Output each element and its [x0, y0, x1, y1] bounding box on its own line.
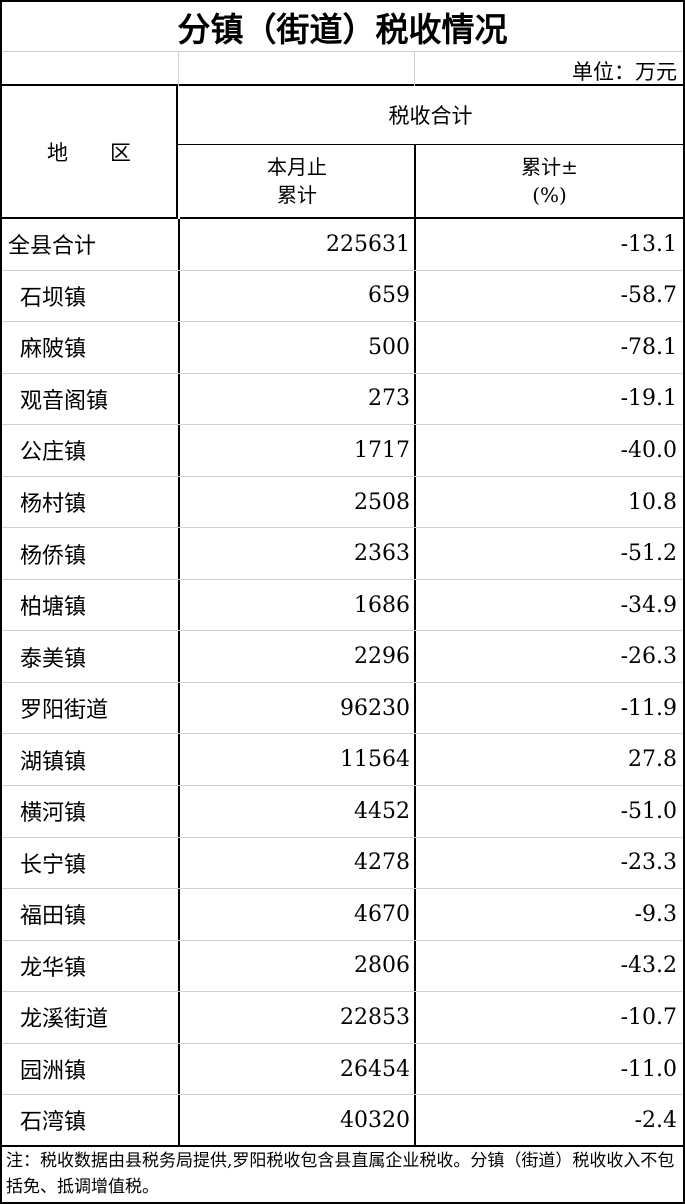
region-name: 园洲镇	[2, 1043, 180, 1095]
change-pct: -23.3	[620, 850, 677, 876]
cumulative-value: 2508	[180, 476, 416, 528]
header-region: 地 区	[2, 86, 178, 219]
table-row: 园洲镇 26454 -11.0	[2, 1043, 683, 1096]
cumulative-value: 659	[180, 270, 416, 322]
table-row: 柏塘镇 1686 -34.9	[2, 579, 683, 632]
table-row: 全县合计 225631 -13.1	[2, 219, 683, 271]
change-pct: -34.9	[620, 592, 677, 618]
cumulative-value: 4452	[180, 786, 416, 837]
change-pct: -58.7	[620, 283, 677, 309]
cumulative-value: 1686	[180, 579, 416, 631]
cumulative-value: 11564	[180, 734, 416, 786]
table-title: 分镇（街道）税收情况	[2, 2, 683, 52]
header-tax-total: 税收合计	[178, 86, 683, 145]
table-row: 公庄镇 1717 -40.0	[2, 425, 683, 477]
region-name: 罗阳街道	[2, 682, 180, 734]
table-row: 泰美镇 2296 -26.3	[2, 631, 683, 683]
table-row: 麻陂镇 500 -78.1	[2, 322, 683, 374]
change-pct: -43.2	[620, 953, 677, 979]
table-row: 观音阁镇 273 -19.1	[2, 373, 683, 426]
region-name: 横河镇	[2, 786, 180, 837]
cumulative-value: 4278	[180, 837, 416, 889]
cumulative-value: 2363	[180, 528, 416, 579]
table-body: 全县合计 225631 -13.1 石坝镇 659 -58.7 麻陂镇 500 -78.1 观音阁…	[2, 219, 683, 1147]
table-row: 龙溪街道 22853 -10.7	[2, 992, 683, 1044]
region-name: 泰美镇	[2, 631, 180, 682]
unit-row: 单位：万元	[2, 52, 683, 86]
header-cumulative: 本月止 累计	[180, 145, 416, 219]
region-name: 杨侨镇	[2, 528, 180, 579]
region-name: 龙华镇	[2, 940, 180, 992]
change-pct: -11.0	[620, 1056, 677, 1082]
header-change-line2: (%)	[532, 183, 567, 207]
change-pct: -51.0	[620, 798, 677, 824]
cumulative-value: 225631	[180, 219, 416, 270]
table-row: 龙华镇 2806 -43.2	[2, 940, 683, 993]
cumulative-value: 2806	[180, 940, 416, 992]
footnote: 注：税收数据由县税务局提供,罗阳税收包含县直属企业税收。分镇（街道）税收收入不包…	[6, 1151, 675, 1197]
unit-label: 单位：万元	[572, 60, 677, 84]
change-pct: -11.9	[620, 695, 677, 721]
table-row: 横河镇 4452 -51.0	[2, 786, 683, 838]
table-row: 罗阳街道 96230 -11.9	[2, 682, 683, 735]
cumulative-value: 40320	[180, 1095, 416, 1145]
cumulative-value: 1717	[180, 425, 416, 476]
change-pct: 10.8	[628, 489, 677, 515]
change-pct: -9.3	[634, 901, 677, 927]
region-name: 福田镇	[2, 889, 180, 940]
region-name: 湖镇镇	[2, 734, 180, 786]
region-name: 杨村镇	[2, 476, 180, 528]
cumulative-value: 96230	[180, 682, 416, 734]
change-pct: -40.0	[620, 437, 677, 463]
header-change-line1: 累计±	[521, 155, 578, 179]
region-name: 观音阁镇	[2, 373, 180, 425]
region-name: 石湾镇	[2, 1095, 180, 1145]
change-pct: -10.7	[620, 1004, 677, 1030]
change-pct: -19.1	[620, 386, 677, 412]
table-row: 长宁镇 4278 -23.3	[2, 837, 683, 890]
change-pct: -51.2	[620, 541, 677, 567]
region-name: 公庄镇	[2, 425, 180, 476]
region-name: 柏塘镇	[2, 579, 180, 631]
change-pct: -26.3	[620, 644, 677, 670]
region-name: 长宁镇	[2, 837, 180, 889]
region-name: 全县合计	[2, 219, 180, 270]
table-row: 福田镇 4670 -9.3	[2, 889, 683, 941]
table-row: 湖镇镇 11564 27.8	[2, 734, 683, 787]
region-label: 地 区	[47, 140, 131, 165]
header-change-pct: 累计± (%)	[416, 145, 683, 219]
header-cumulative-line2: 累计	[277, 183, 317, 207]
table-row: 杨村镇 2508 10.8	[2, 476, 683, 529]
cumulative-value: 500	[180, 322, 416, 373]
cumulative-value: 273	[180, 373, 416, 425]
region-name: 石坝镇	[2, 270, 180, 322]
cumulative-value: 26454	[180, 1043, 416, 1095]
change-pct: -13.1	[620, 231, 677, 257]
change-pct: -2.4	[634, 1107, 677, 1133]
change-pct: -78.1	[620, 334, 677, 360]
table-row: 杨侨镇 2363 -51.2	[2, 528, 683, 580]
cumulative-value: 2296	[180, 631, 416, 682]
region-name: 龙溪街道	[2, 992, 180, 1043]
cumulative-value: 4670	[180, 889, 416, 940]
change-pct: 27.8	[628, 747, 677, 773]
cumulative-value: 22853	[180, 992, 416, 1043]
region-name: 麻陂镇	[2, 322, 180, 373]
header-cumulative-line1: 本月止	[267, 155, 327, 179]
table-row: 石湾镇 40320 -2.4	[2, 1095, 683, 1147]
table-row: 石坝镇 659 -58.7	[2, 270, 683, 323]
